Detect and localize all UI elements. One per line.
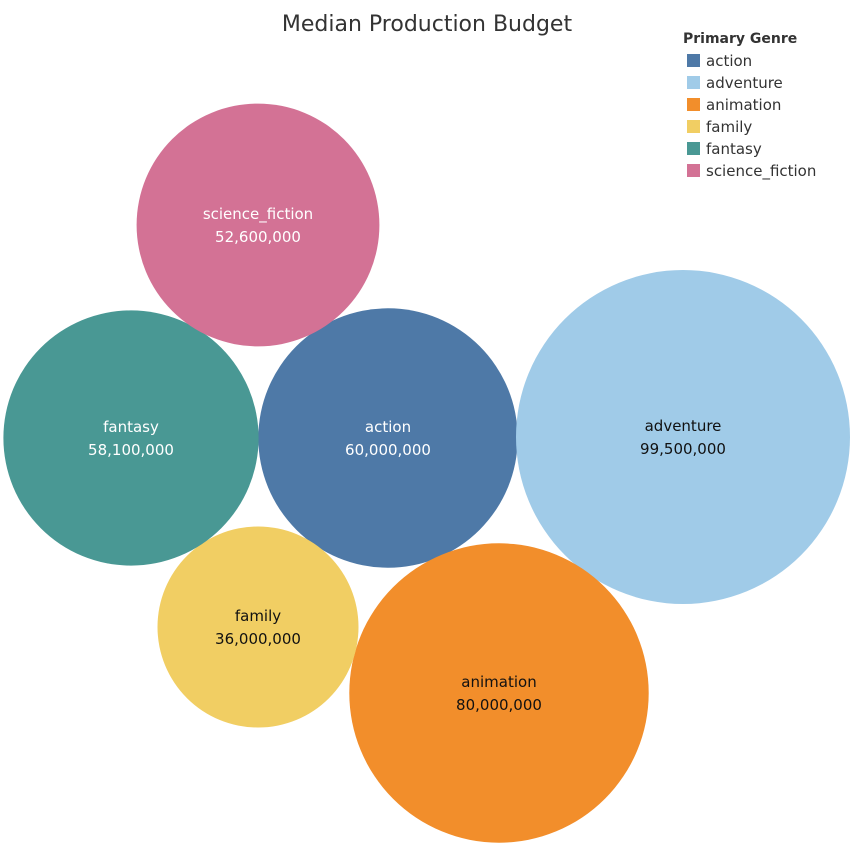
bubble-circle-action[interactable] [258,308,518,568]
bubble-value-label: 52,600,000 [215,228,301,246]
legend-item-fantasy[interactable]: fantasy [687,140,762,158]
bubble-name-label: science_fiction [203,205,313,224]
chart-title: Median Production Budget [282,12,573,37]
bubble-adventure[interactable]: adventure 99,500,000 [516,270,850,604]
bubble-circle-adventure[interactable] [516,270,850,604]
bubble-circle-science-fiction[interactable] [136,103,380,347]
bubble-name-label: action [365,418,411,436]
legend-swatch [687,98,700,111]
legend-title: Primary Genre [683,31,797,47]
bubble-action[interactable]: action 60,000,000 [258,308,518,568]
bubble-value-label: 99,500,000 [640,440,726,458]
legend: Primary Genre action adventure animation fa… [683,31,816,181]
bubble-name-label: family [235,607,281,625]
legend-item-adventure[interactable]: adventure [687,74,783,92]
legend-label: adventure [706,74,783,92]
bubble-animation[interactable]: animation 80,000,000 [349,543,649,843]
legend-item-animation[interactable]: animation [687,96,781,114]
legend-label: action [706,52,752,70]
bubble-value-label: 36,000,000 [215,630,301,648]
legend-item-family[interactable]: family [687,118,752,136]
bubble-circle-family[interactable] [157,526,359,728]
legend-swatch [687,142,700,155]
legend-label: fantasy [706,140,762,158]
bubble-fantasy[interactable]: fantasy 58,100,000 [3,310,259,566]
legend-item-science-fiction[interactable]: science_fiction [687,162,816,181]
legend-swatch [687,120,700,133]
legend-swatch [687,164,700,177]
legend-items: action adventure animation family fantasy sci… [687,52,816,181]
bubble-family[interactable]: family 36,000,000 [157,526,359,728]
bubble-value-label: 58,100,000 [88,441,174,459]
bubble-name-label: animation [461,673,536,691]
bubbles-group: action 60,000,000 adventure 99,500,000 anima… [3,103,850,843]
legend-swatch [687,54,700,67]
bubble-circle-fantasy[interactable] [3,310,259,566]
bubble-name-label: fantasy [103,418,159,436]
bubble-value-label: 80,000,000 [456,696,542,714]
legend-label: family [706,118,752,136]
bubble-name-label: adventure [645,417,722,435]
legend-label: science_fiction [706,162,816,181]
bubble-circle-animation[interactable] [349,543,649,843]
bubble-science-fiction[interactable]: science_fiction 52,600,000 [136,103,380,347]
bubble-value-label: 60,000,000 [345,441,431,459]
legend-label: animation [706,96,781,114]
legend-item-action[interactable]: action [687,52,752,70]
legend-swatch [687,76,700,89]
